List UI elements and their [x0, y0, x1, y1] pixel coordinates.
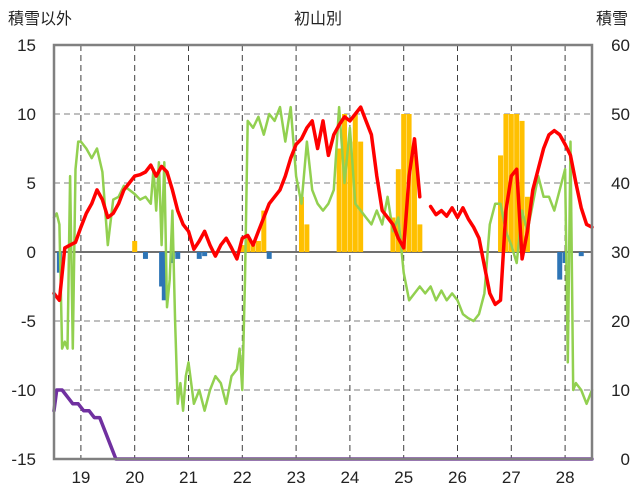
temperature-line	[428, 128, 594, 307]
left-tick-label: -5	[21, 312, 36, 331]
precip-bar-negative	[578, 252, 584, 257]
x-tick-label: 24	[340, 468, 359, 487]
right-tick-label: 20	[611, 312, 630, 331]
precip-bar-positive	[255, 240, 261, 252]
precip-bar-positive	[304, 224, 310, 252]
precip-bar-positive	[411, 155, 417, 252]
x-tick-label: 27	[502, 468, 521, 487]
data-lines	[52, 105, 594, 461]
right-tick-label: 50	[611, 105, 630, 124]
precip-bar-negative	[142, 252, 148, 259]
precip-bar-positive	[347, 141, 353, 252]
precip-bar-positive	[390, 217, 396, 252]
right-tick-label: 0	[621, 450, 630, 469]
x-tick-label: 23	[287, 468, 306, 487]
axis-tick-labels: -15 -10 -5 0 5 10 15 0 10 20 30 40 50 60 19 20 21 22 23 24 2…	[11, 36, 630, 487]
right-tick-label: 60	[611, 36, 630, 55]
precip-bar-positive	[503, 114, 509, 252]
left-axis-label: 積雪以外	[8, 10, 72, 28]
precip-bar-negative	[175, 252, 181, 259]
precip-bar-positive	[417, 224, 423, 252]
left-tick-label: 5	[27, 174, 36, 193]
precip-bar-positive	[519, 120, 525, 253]
precip-bar-positive	[261, 210, 267, 252]
precip-bar-negative	[557, 252, 563, 280]
precip-bar-positive	[336, 148, 342, 252]
precip-bar-positive	[352, 114, 358, 252]
precip-bar-positive	[358, 141, 364, 252]
left-tick-label: 10	[17, 105, 36, 124]
right-tick-label: 10	[611, 381, 630, 400]
chart-title: 初山別	[294, 10, 342, 28]
precip-bar-positive	[239, 245, 245, 252]
precip-bar-negative	[161, 252, 167, 301]
x-tick-label: 25	[394, 468, 413, 487]
x-tick-label: 19	[71, 468, 90, 487]
left-tick-label: -10	[11, 381, 36, 400]
temp-diff-line	[52, 105, 594, 412]
x-tick-label: 22	[233, 468, 252, 487]
x-tick-label: 21	[179, 468, 198, 487]
precip-bar-negative	[266, 252, 272, 259]
precip-bar-positive	[245, 238, 251, 252]
precip-bar-positive	[132, 240, 138, 252]
plot-frame	[52, 43, 594, 461]
right-axis-label: 積雪	[596, 10, 628, 28]
right-tick-label: 40	[611, 174, 630, 193]
right-tick-label: 30	[611, 243, 630, 262]
x-tick-label: 28	[556, 468, 575, 487]
precip-bar-positive	[401, 114, 407, 252]
left-tick-label: 15	[17, 36, 36, 55]
precip-bar-positive	[395, 169, 401, 252]
precip-bar-negative	[196, 252, 202, 259]
left-tick-label: 0	[27, 243, 36, 262]
x-tick-label: 20	[125, 468, 144, 487]
x-tick-label: 26	[448, 468, 467, 487]
precip-bar-positive	[298, 196, 304, 252]
precip-bar-negative	[202, 252, 208, 257]
precip-bar-negative	[159, 252, 165, 287]
left-tick-label: -15	[11, 450, 36, 469]
temperature-line	[52, 105, 422, 303]
